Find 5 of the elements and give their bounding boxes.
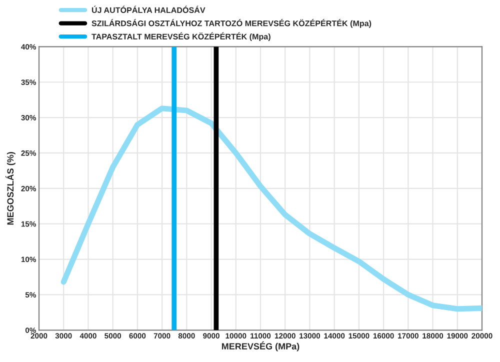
legend-label: SZILÁRDSÁGI OSZTÁLYHOZ TARTOZÓ MEREVSÉG KÖZÉPÉRTÉK (Mpa) [92,19,372,28]
ref-line-label: TAPASZTALT MEREVSÉG KÖZÉPÉRTÉK (Mpa) [92,32,270,42]
y-axis-title: MEGOSZLÁS (%) [6,152,16,225]
legend-label: ÚJ AUTÓPÁLYA HALADÓSÁV [92,6,206,13]
x-axis-title: MEREVSÉG (MPa) [222,341,300,352]
